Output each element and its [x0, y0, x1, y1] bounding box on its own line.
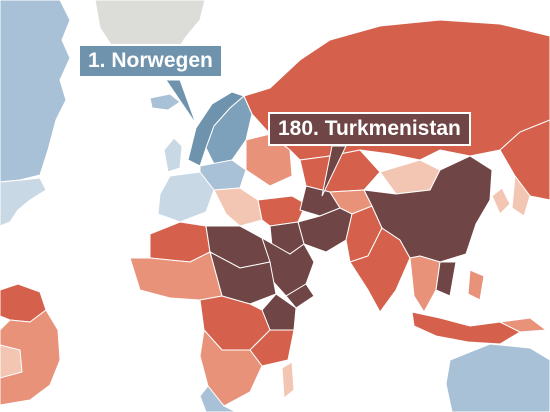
madagascar — [281, 361, 295, 399]
norway-callout-pointer — [165, 79, 197, 125]
vietnam-laos — [435, 261, 457, 297]
korea-japan — [491, 174, 531, 217]
best-rank-callout: 1. Norwegen — [78, 44, 223, 78]
namibia-botswana — [199, 385, 237, 412]
brazil — [0, 309, 61, 406]
indonesia — [411, 311, 522, 345]
southern-africa — [199, 328, 263, 407]
papua — [498, 317, 548, 333]
bolivia — [0, 344, 23, 379]
philippines — [467, 269, 485, 301]
iceland — [149, 93, 181, 111]
uk — [163, 137, 183, 173]
australia — [445, 343, 550, 412]
yemen — [285, 283, 315, 309]
turkmenistan-callout-pointer — [321, 145, 347, 197]
worst-rank-callout: 180. Turkmenistan — [268, 112, 471, 146]
usa — [0, 177, 47, 227]
china — [363, 155, 493, 263]
